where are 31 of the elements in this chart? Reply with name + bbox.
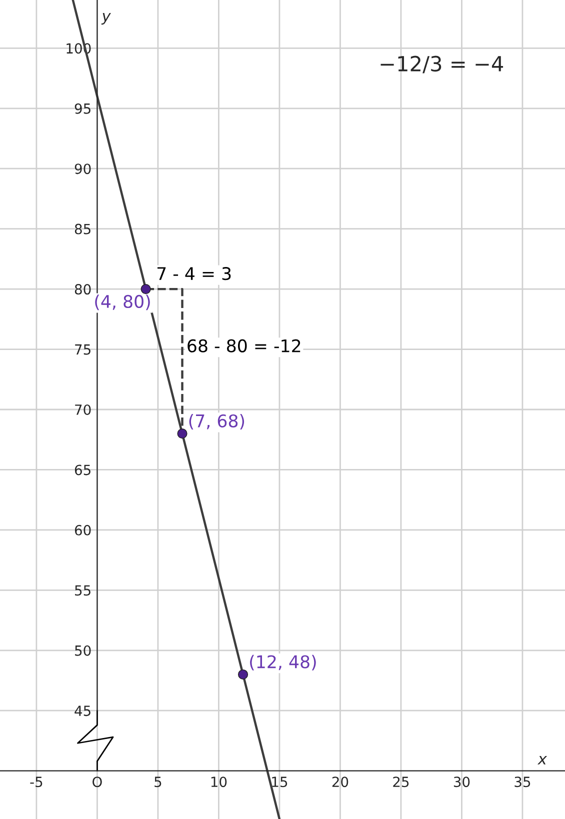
y-tick-label: 90 bbox=[74, 164, 91, 174]
y-tick-label: 50 bbox=[75, 645, 91, 656]
y-tick-label: 60 bbox=[74, 524, 91, 536]
point bbox=[140, 284, 151, 294]
y-axis-title: y bbox=[101, 13, 111, 25]
x-tick-label: 10 bbox=[211, 776, 227, 788]
y-tick-label: 95 bbox=[74, 103, 90, 114]
y-tick-label: 85 bbox=[74, 224, 90, 234]
x-tick-label: 35 bbox=[514, 776, 530, 788]
annotation: 68 - 80 = -12 bbox=[188, 339, 300, 352]
x-tick-label: -5 bbox=[30, 776, 42, 788]
annotation: −12/3 = −4 bbox=[380, 56, 504, 74]
x-tick-label: O bbox=[92, 776, 102, 788]
x-tick-label: 5 bbox=[154, 776, 162, 788]
annotation: (7, 68) bbox=[189, 414, 244, 430]
y-tick-label: 70 bbox=[75, 404, 91, 415]
annotation: (4, 80) bbox=[95, 294, 150, 310]
x-axis-title: x bbox=[537, 756, 548, 764]
x-tick-label: 20 bbox=[332, 776, 348, 788]
y-tick-label: 80 bbox=[74, 284, 91, 295]
annotation: (12, 48) bbox=[250, 654, 316, 670]
x-tick-label: 25 bbox=[393, 776, 409, 788]
y-tick-label: 55 bbox=[75, 585, 90, 596]
point bbox=[238, 669, 248, 680]
x-tick-label: 15 bbox=[272, 776, 288, 788]
point bbox=[177, 428, 188, 439]
x-tick-label: 30 bbox=[454, 776, 470, 788]
y-tick-label: 75 bbox=[75, 344, 90, 355]
y-tick-label: 45 bbox=[74, 706, 90, 716]
annotation: 7 - 4 = 3 bbox=[157, 267, 231, 280]
y-tick-label: 65 bbox=[74, 464, 90, 476]
